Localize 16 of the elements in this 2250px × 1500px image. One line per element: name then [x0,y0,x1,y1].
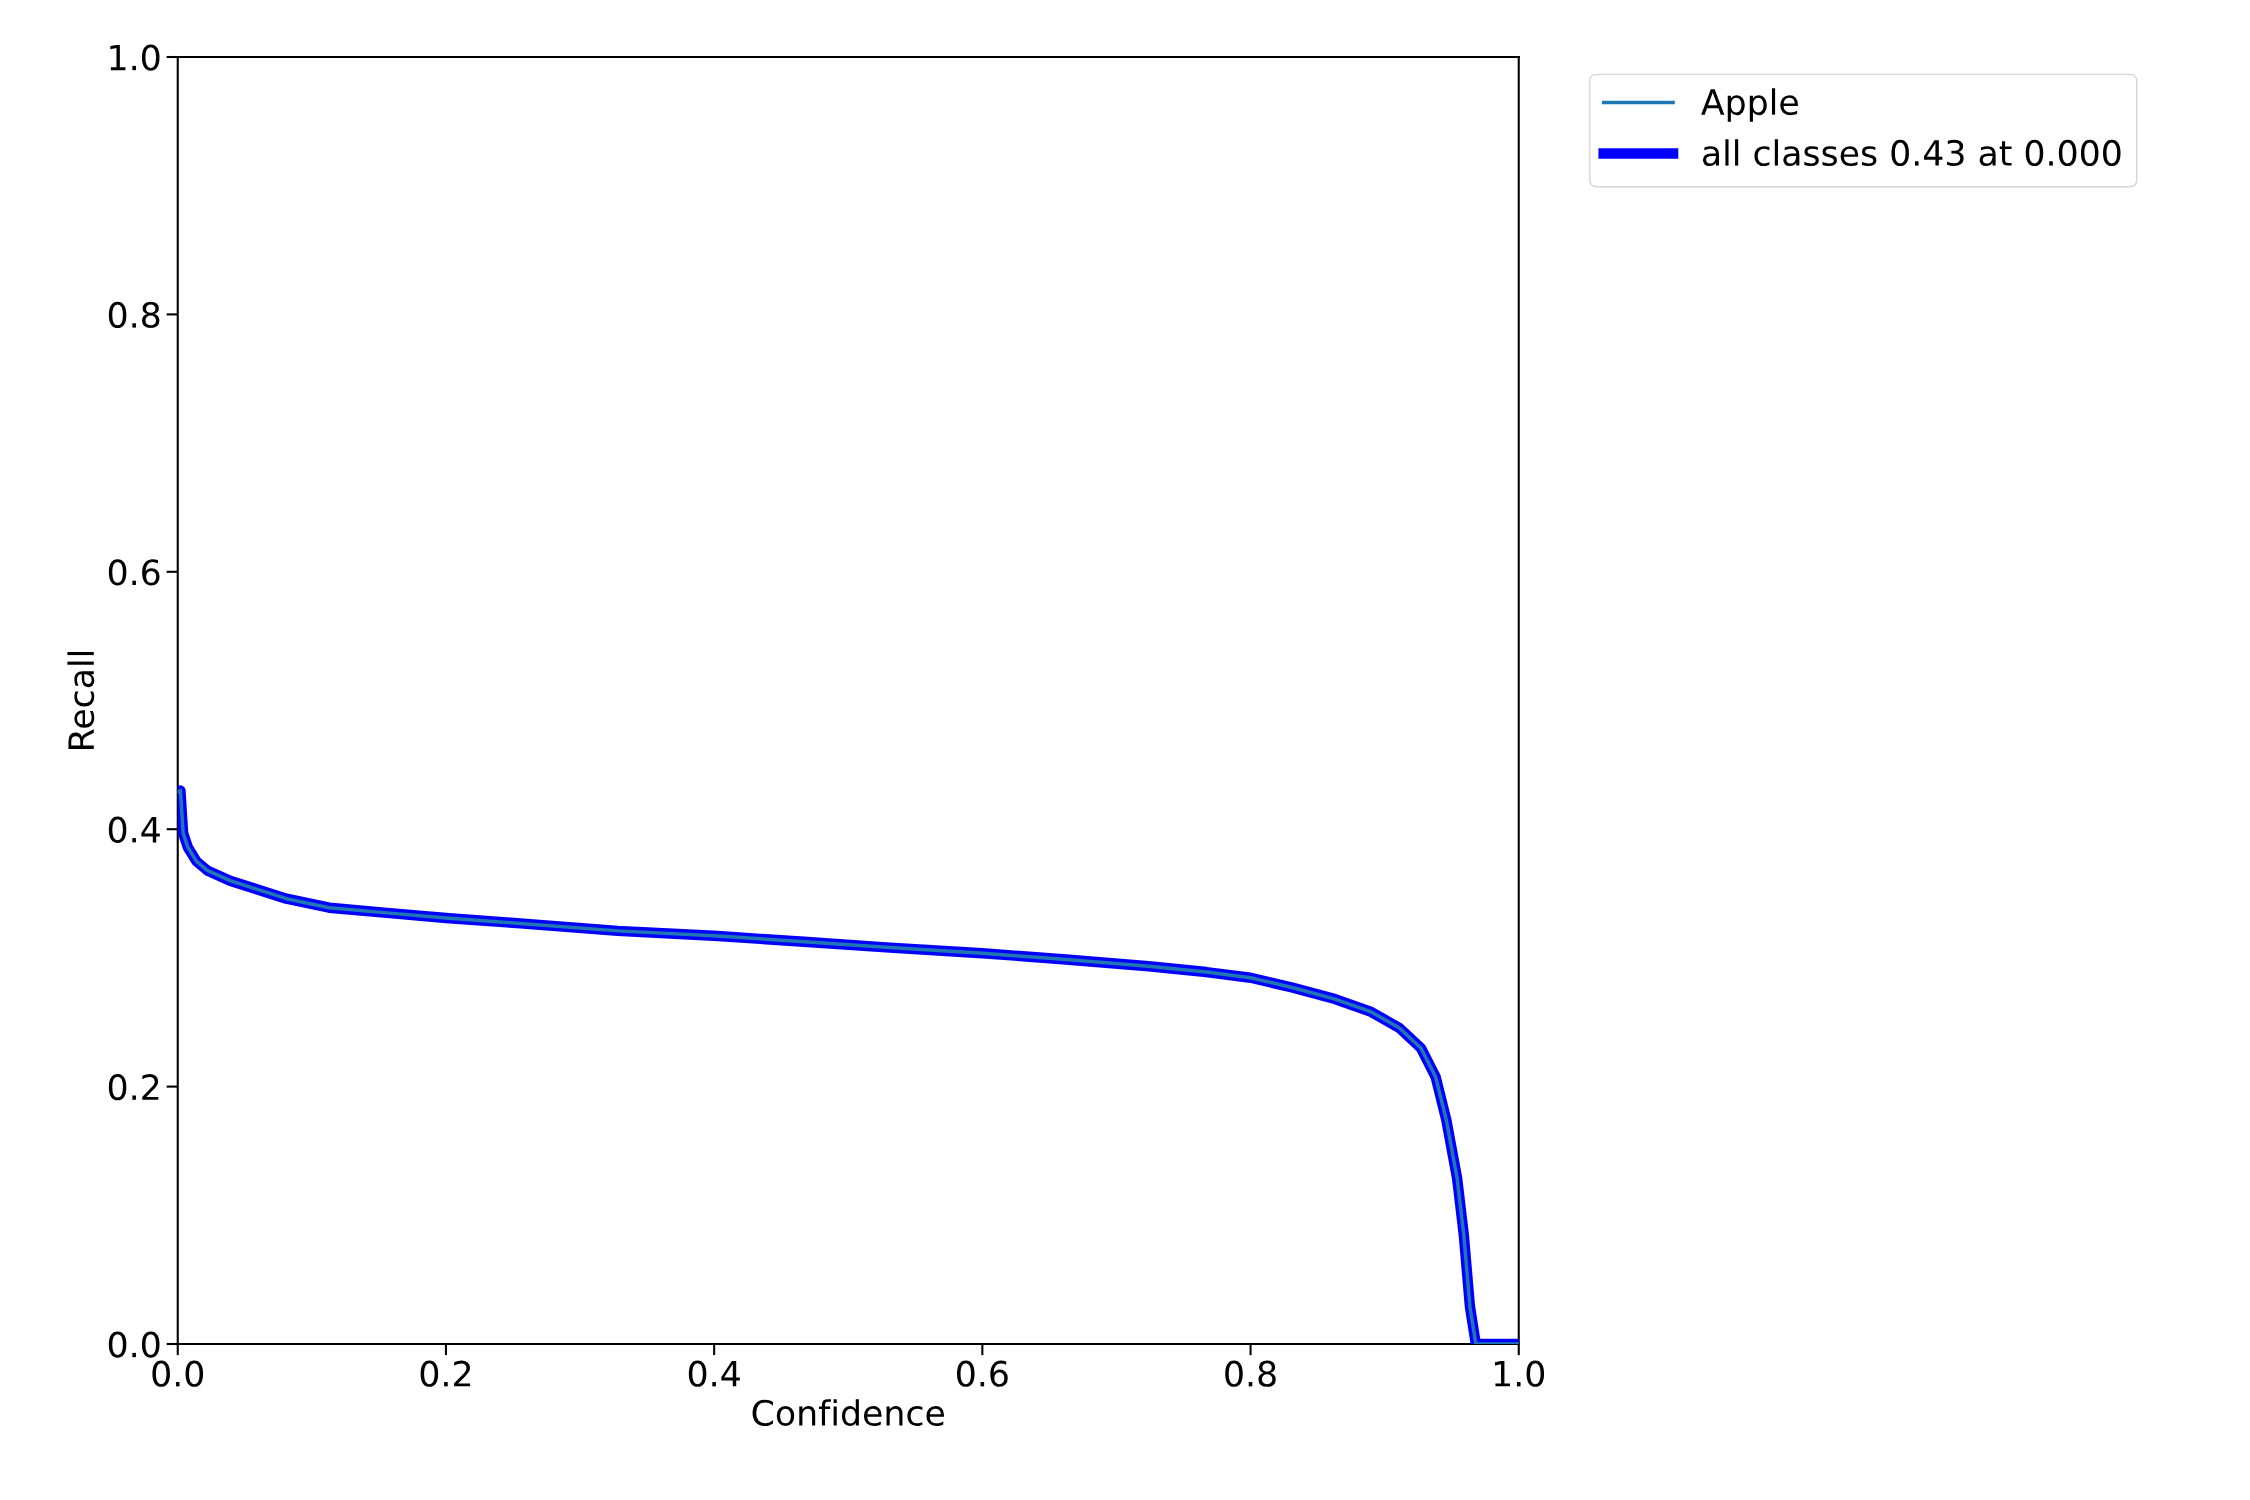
y-axis-title: Recall [67,651,95,749]
y-tick-label: 0.2 [108,1074,159,1101]
x-tick-label: 0.2 [420,1360,471,1387]
x-axis-title: Confidence [752,1399,945,1427]
x-tick-label: 0.8 [1225,1360,1276,1387]
y-tick-label: 0.0 [108,1331,160,1358]
x-tick-label: 0.0 [152,1360,204,1387]
y-tick-label: 0.4 [108,816,160,843]
x-tick-label: 0.4 [688,1360,740,1387]
x-tick-label: 0.6 [957,1360,1008,1387]
y-tick-label: 0.8 [108,301,160,329]
y-tick-label: 0.6 [108,559,160,586]
x-tick-label: 1.0 [1494,1360,1545,1387]
y-tick-label: 1.0 [110,44,160,71]
legend-label: all classes 0.43 at 0.000 [1702,139,2121,167]
legend-label: Apple [1701,88,1798,122]
